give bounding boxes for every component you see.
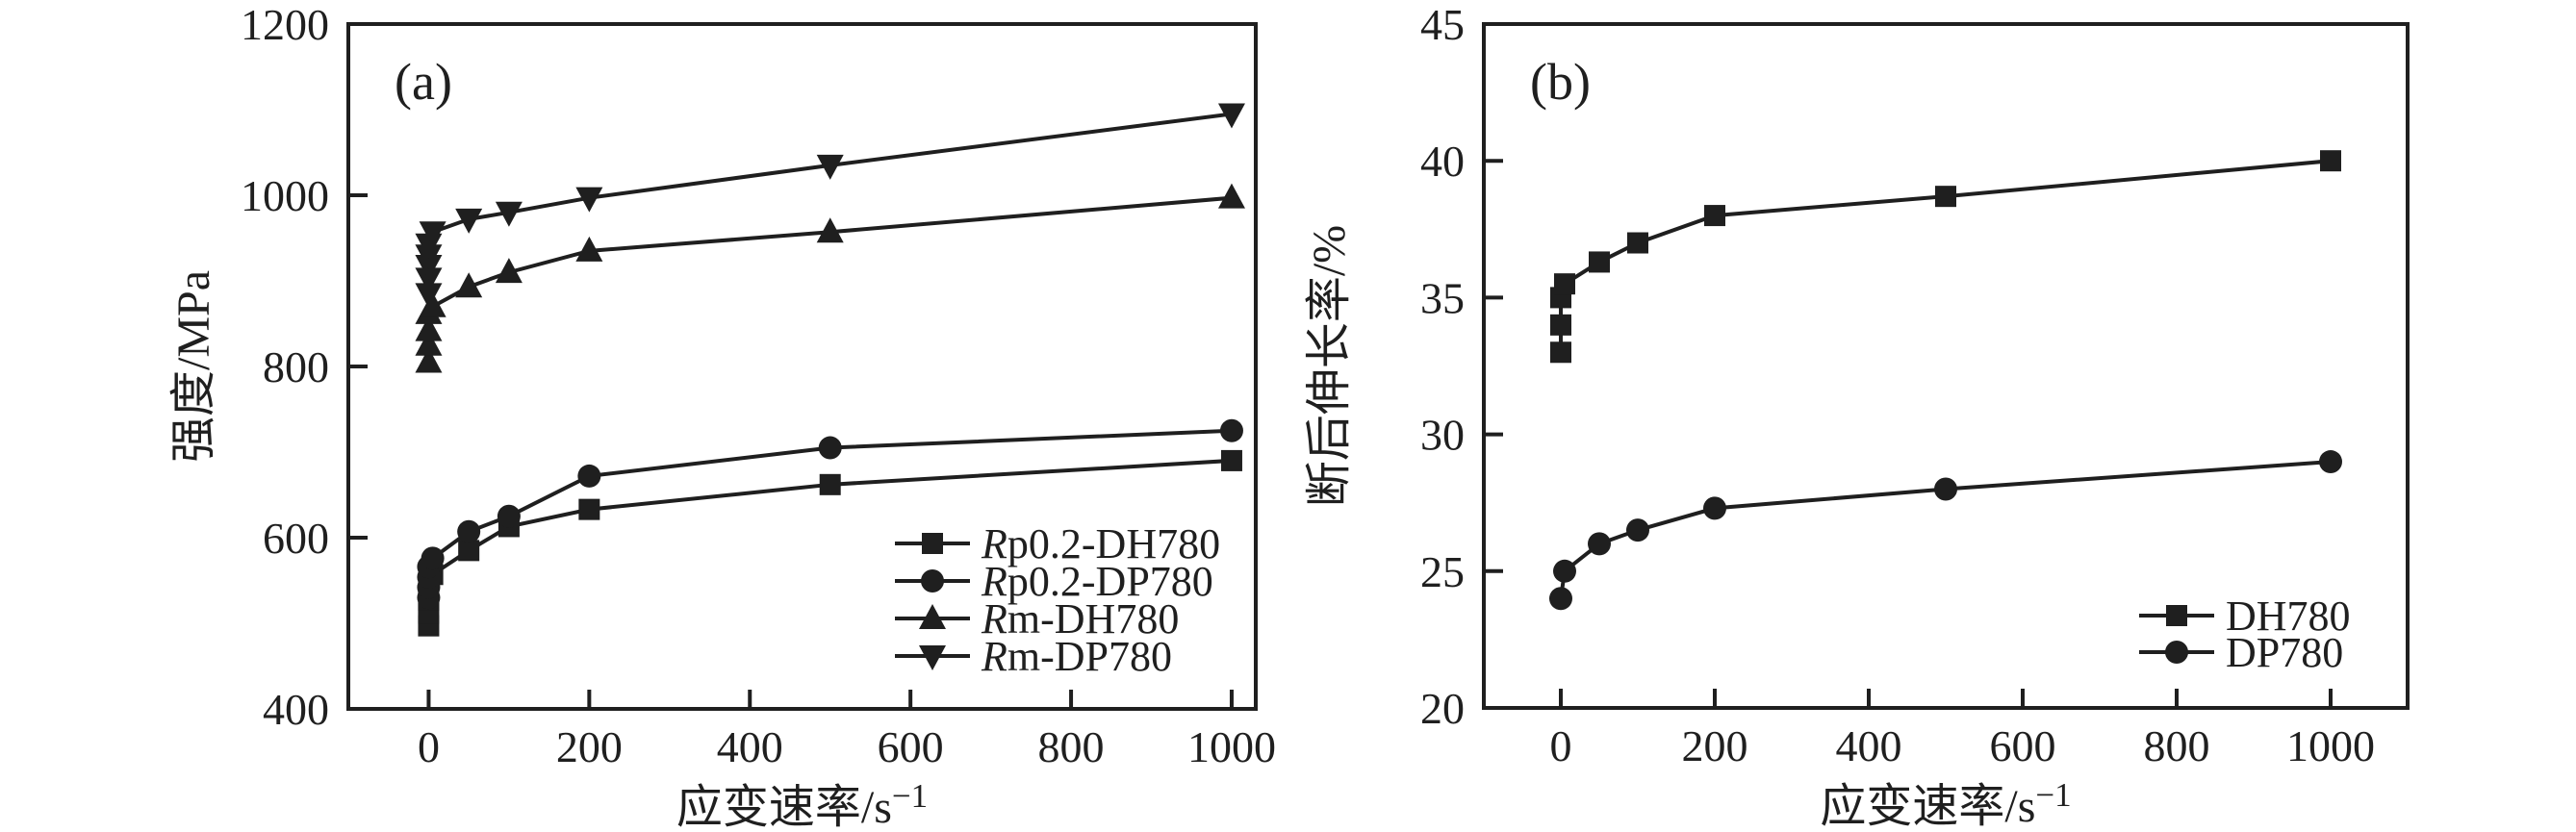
legend-entry-2: Rm-DH780 <box>895 595 1179 643</box>
series-2-triangle-up <box>455 272 483 298</box>
series-2-triangle-up <box>419 291 446 317</box>
series-0-square <box>458 540 480 562</box>
x-tick-label: 400 <box>717 722 783 771</box>
legend-label: Rp0.2-DH780 <box>981 520 1220 567</box>
y-tick-label: 600 <box>263 514 329 563</box>
chart-panel-b: 0 200 400 600 800 1000 20 25 30 35 40 45 应变速率/s−1 断后伸… <box>1304 0 2410 832</box>
x-tick-label: 600 <box>1990 721 2056 770</box>
series-1-circle <box>577 464 601 488</box>
series-1-circle <box>1934 477 1957 501</box>
series-1-circle <box>1553 559 1576 583</box>
series-3-triangle-down <box>816 154 844 180</box>
series-2-triangle-up <box>575 236 603 262</box>
x-tick-label: 1000 <box>1187 722 1276 771</box>
legend-entry-0: DH780 <box>2139 592 2351 640</box>
series-1-circle <box>421 546 445 570</box>
series-1-circle <box>1626 518 1649 542</box>
series-1-circle <box>2319 450 2342 474</box>
legend-circle-marker <box>2165 641 2188 664</box>
legend-entry-0: Rp0.2-DH780 <box>895 520 1220 567</box>
x-axis-label: 应变速率/s−1 <box>1820 776 2071 832</box>
y-tick-label: 20 <box>1420 684 1465 733</box>
series-0-square <box>578 498 600 520</box>
series-0-square <box>819 473 841 495</box>
series-2-triangle-up <box>1217 183 1245 209</box>
legend-label: Rm-DP780 <box>981 633 1172 680</box>
x-tick-label: 600 <box>878 722 944 771</box>
plot-box <box>1482 22 2410 710</box>
legend-square-marker <box>2166 605 2187 626</box>
series-0-square <box>1550 341 1571 364</box>
x-axis-label: 应变速率/s−1 <box>676 777 928 832</box>
y-tick-label: 25 <box>1420 547 1465 596</box>
series-0-square <box>2320 150 2341 172</box>
series-0-square <box>1220 449 1242 471</box>
legend-square-marker <box>922 533 943 554</box>
series-3-triangle-down <box>415 283 443 309</box>
y-tick-label: 800 <box>263 342 329 391</box>
legend-entry-1: DP780 <box>2139 629 2343 676</box>
series-2-triangle-up <box>495 258 523 284</box>
series-1-circle <box>1588 532 1611 556</box>
y-axis-label: 强度/MPa <box>168 270 219 463</box>
series-0-square <box>1704 205 1725 227</box>
series-3-triangle-down <box>415 267 443 293</box>
x-tick-label: 400 <box>1836 721 1902 770</box>
series-2-triangle-up <box>415 330 443 356</box>
series-0-square <box>1554 273 1575 295</box>
series-1-circle <box>1219 418 1243 442</box>
y-axis-label: 断后伸长率/% <box>1304 225 1355 507</box>
series-1-circle <box>497 504 521 528</box>
x-tick-label: 0 <box>1550 721 1572 770</box>
series-0-square <box>1550 314 1571 336</box>
legend-triangle-up-marker <box>919 604 946 629</box>
legend-label: Rm-DH780 <box>981 595 1179 643</box>
legend-label: Rp0.2-DP780 <box>981 558 1213 605</box>
y-tick-label: 1000 <box>241 171 329 220</box>
series-1-circle <box>1703 496 1726 520</box>
series-0-square <box>1935 186 1956 208</box>
panel-label: (a) <box>395 53 452 111</box>
legend-entry-3: Rm-DP780 <box>895 633 1172 680</box>
x-tick-label: 800 <box>2144 721 2210 770</box>
x-tick-label: 800 <box>1038 722 1105 771</box>
series-line-3 <box>426 112 1233 294</box>
series-2-triangle-up <box>415 347 443 373</box>
series-1-circle <box>1549 587 1572 611</box>
y-tick-label: 35 <box>1420 273 1465 322</box>
x-tick-label: 200 <box>1682 721 1748 770</box>
series-2-triangle-up <box>415 315 443 341</box>
series-3-triangle-down <box>455 208 483 234</box>
y-tick-label: 400 <box>263 685 329 734</box>
series-1-circle <box>457 519 481 543</box>
x-tick-label: 200 <box>556 722 623 771</box>
panel-label: (b) <box>1530 53 1591 111</box>
series-2-triangle-up <box>816 217 844 243</box>
x-tick-label: 1000 <box>2286 721 2375 770</box>
y-tick-label: 30 <box>1420 411 1465 460</box>
legend-entry-1: Rp0.2-DP780 <box>895 558 1213 605</box>
series-3-triangle-down <box>1217 103 1245 129</box>
series-3-triangle-down <box>495 201 523 227</box>
legend-label: DP780 <box>2226 629 2343 676</box>
legend-circle-marker <box>921 569 944 592</box>
series-3-triangle-down <box>419 221 446 247</box>
series-0-square <box>1589 251 1610 273</box>
chart-panel-a: 0 200 400 600 800 1000 400 600 800 1000 1200 应变速率/s… <box>168 0 1276 832</box>
series-1-circle <box>818 436 842 460</box>
x-tick-label: 0 <box>418 722 440 771</box>
series-3-triangle-down <box>575 187 603 213</box>
series-0-square <box>1627 232 1648 254</box>
y-tick-label: 45 <box>1420 0 1465 49</box>
y-tick-label: 40 <box>1420 137 1465 186</box>
y-tick-label: 1200 <box>241 0 329 49</box>
legend-label: DH780 <box>2226 592 2351 640</box>
legend-triangle-down-marker <box>919 645 946 670</box>
